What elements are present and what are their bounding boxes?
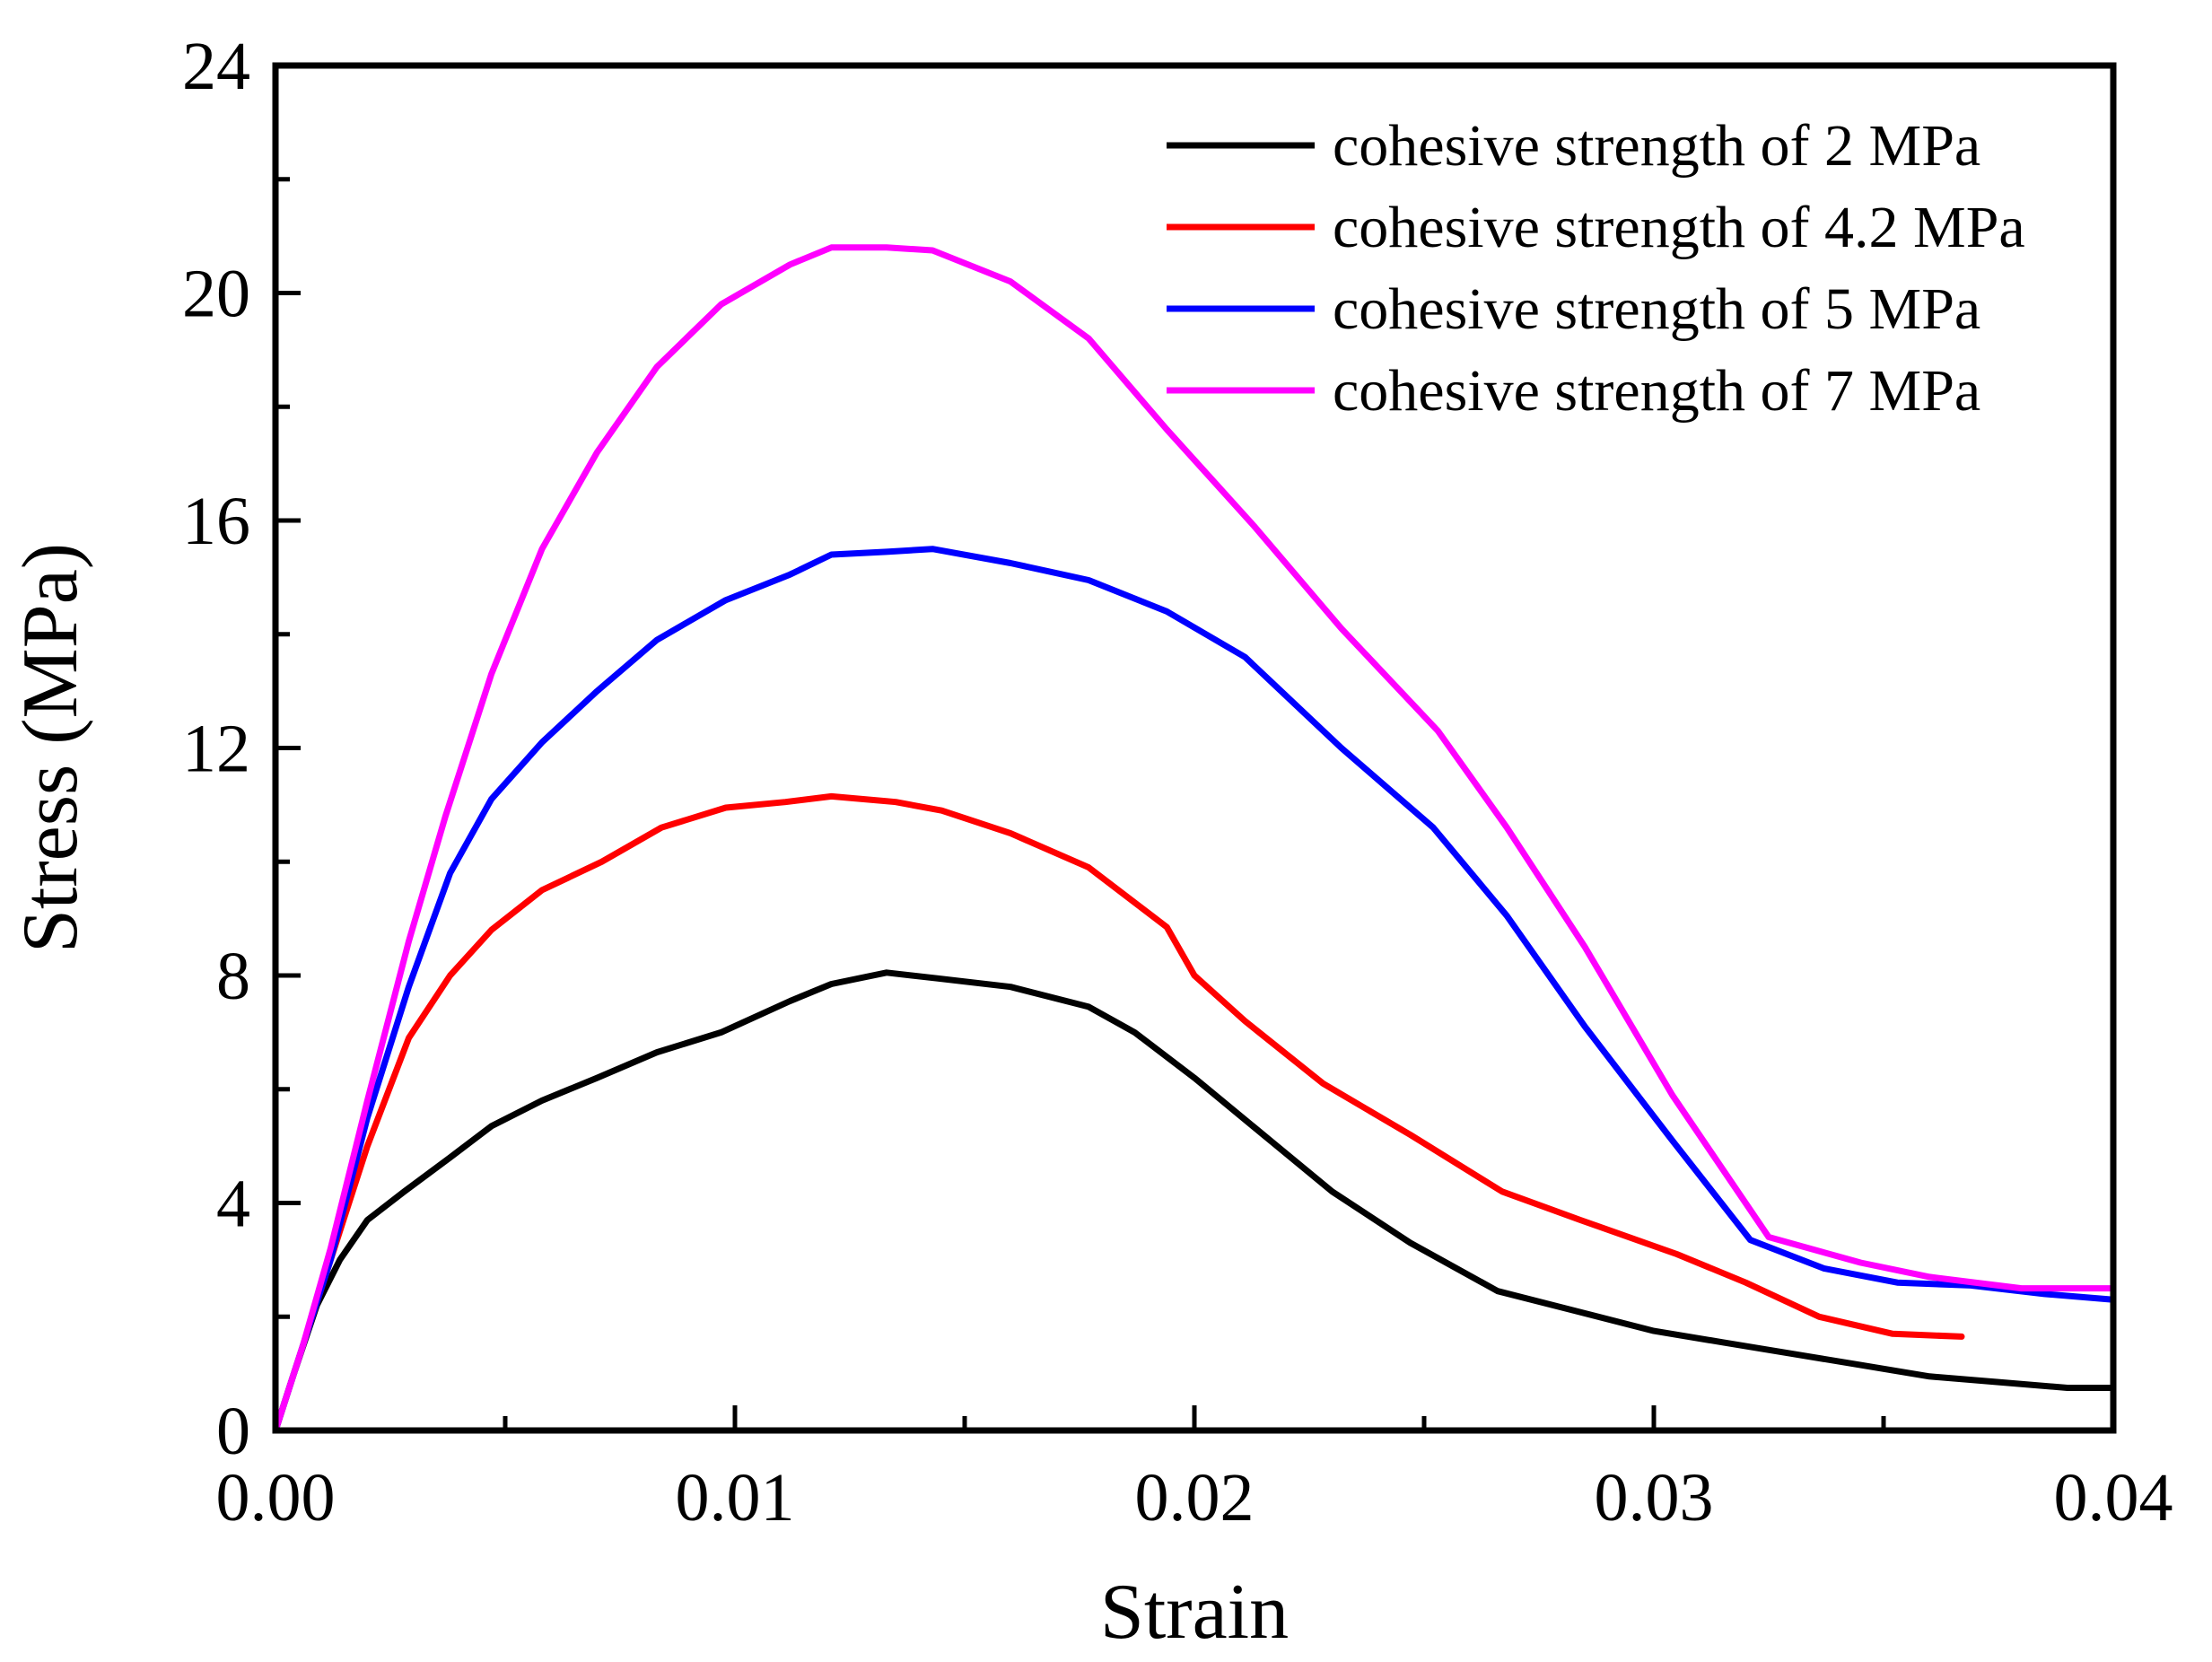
y-tick-label: 16 <box>182 484 250 559</box>
series-line-4 <box>272 244 2117 1434</box>
x-tick-label: 0.02 <box>1135 1460 1255 1535</box>
y-tick-label: 8 <box>216 939 250 1014</box>
axis-ticks <box>273 63 2116 1433</box>
legend-label-1: cohesive strength of 2 MPa <box>1333 113 1980 179</box>
series-line-1 <box>272 969 2117 1434</box>
legend-label-4: cohesive strength of 7 MPa <box>1333 358 1980 424</box>
y-axis-title: Stress (MPa) <box>7 543 94 953</box>
legend: cohesive strength of 2 MPa cohesive stren… <box>1167 113 2025 424</box>
axis-tick-labels: 0.00 0.01 0.02 0.03 0.04 0 4 8 12 16 20 24 <box>182 29 2173 1535</box>
x-tick-label: 0.01 <box>676 1460 795 1535</box>
legend-label-2: cohesive strength of 4.2 MPa <box>1333 195 2025 260</box>
x-tick-label: 0.03 <box>1595 1460 1714 1535</box>
x-tick-label: 0.04 <box>2054 1460 2173 1535</box>
series-line-2 <box>272 792 1965 1434</box>
y-tick-label: 12 <box>182 712 250 787</box>
y-tick-label: 0 <box>216 1394 250 1469</box>
data-series <box>272 244 2117 1434</box>
series-line-3 <box>272 546 2117 1434</box>
y-tick-label: 20 <box>182 257 250 332</box>
y-tick-label: 4 <box>216 1167 250 1242</box>
legend-label-3: cohesive strength of 5 MPa <box>1333 276 1980 342</box>
plot-frame <box>272 62 2117 1434</box>
y-tick-label: 24 <box>182 29 250 104</box>
x-tick-label: 0.00 <box>216 1460 336 1535</box>
x-axis-title: Strain <box>1100 1569 1289 1656</box>
